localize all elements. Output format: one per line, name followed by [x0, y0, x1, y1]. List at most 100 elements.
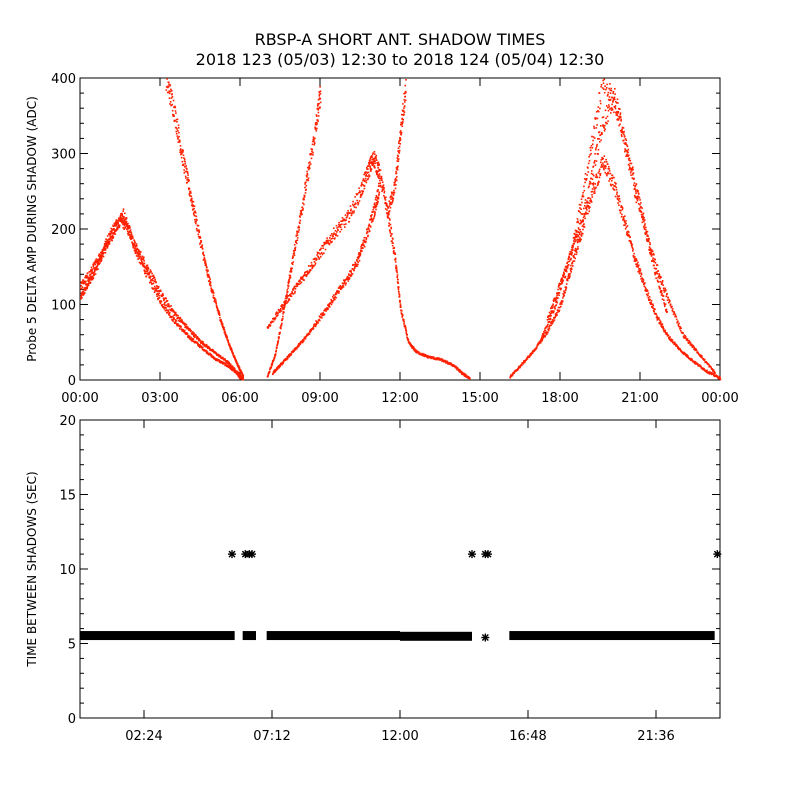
data-point: [204, 260, 207, 262]
data-point: [602, 164, 605, 166]
data-point: [303, 196, 306, 198]
data-point: [570, 254, 573, 256]
data-point: [588, 197, 590, 199]
data-point: [171, 316, 173, 319]
data-point: [354, 196, 356, 198]
data-point: [587, 186, 590, 189]
data-point: [349, 212, 351, 214]
data-point: [219, 361, 221, 364]
data-point: [377, 167, 379, 169]
data-point: [350, 208, 352, 211]
data-point: [678, 322, 680, 325]
data-point: [610, 87, 612, 90]
data-point: [399, 139, 402, 142]
data-point: [661, 282, 663, 285]
data-point: [291, 267, 293, 270]
data-point: [222, 356, 224, 359]
data-point: [296, 230, 298, 233]
data-point: [94, 262, 96, 264]
data-point: [427, 357, 429, 359]
data-point: [278, 337, 280, 340]
data-point: [302, 197, 305, 200]
data-point: [577, 221, 580, 224]
data-point: [658, 281, 660, 283]
data-point: [97, 254, 100, 257]
data-point: [341, 223, 343, 226]
data-point: [373, 160, 375, 163]
data-point: [665, 308, 668, 311]
data-point: [353, 267, 356, 269]
data-point: [178, 324, 180, 327]
data-point: [378, 185, 380, 187]
data-point: [370, 221, 373, 223]
data-point: [169, 103, 171, 105]
y-tick-label: 10: [59, 563, 76, 578]
data-point: [376, 196, 378, 198]
data-point: [392, 242, 394, 244]
data-point: [659, 320, 662, 323]
data-point: [551, 310, 554, 312]
data-point: [189, 335, 191, 338]
data-point: [379, 179, 381, 182]
data-point: [122, 226, 124, 229]
data-point: [577, 227, 580, 229]
data-point: [291, 263, 294, 266]
data-point: [293, 350, 295, 352]
data-point: [314, 323, 316, 325]
data-point: [717, 375, 719, 378]
data-point: [139, 250, 141, 253]
data-point: [271, 361, 274, 364]
data-point: [607, 106, 609, 109]
data-point: [192, 331, 194, 333]
data-point: [176, 128, 178, 130]
data-point: [375, 195, 378, 197]
data-point: [340, 220, 342, 222]
data-point: [170, 88, 172, 91]
data-point: [316, 121, 318, 124]
data-point: [415, 349, 418, 352]
data-point: [608, 168, 611, 170]
data-point: [403, 99, 406, 101]
data-point: [355, 203, 357, 205]
data-point: [552, 320, 555, 323]
data-point: [596, 117, 599, 120]
data-point: [351, 210, 354, 213]
data-point: [689, 341, 691, 343]
data-point: [179, 328, 181, 330]
data-point: [288, 355, 291, 358]
data-point: [391, 233, 393, 235]
data-point: [285, 300, 287, 302]
data-point: [540, 337, 543, 340]
data-point: [572, 255, 575, 257]
data-point: [619, 200, 621, 203]
data-point: [174, 110, 177, 112]
data-point: [679, 349, 682, 351]
data-point: [178, 135, 180, 138]
data-point: [339, 285, 342, 287]
data-point: [288, 279, 290, 282]
data-point: [132, 243, 135, 245]
data-point: [181, 319, 183, 321]
data-point: [647, 292, 650, 295]
data-point: [129, 226, 131, 228]
data-point: [240, 371, 243, 373]
data-point: [140, 258, 143, 261]
data-point: [635, 265, 638, 268]
data-point: [404, 95, 407, 98]
data-point: [562, 276, 565, 278]
data-point: [159, 289, 162, 292]
data-point: [412, 346, 415, 349]
data-point: [604, 109, 607, 112]
data-point: [629, 159, 632, 162]
data-point: [176, 121, 178, 123]
data-point: [220, 319, 222, 321]
data-point: [188, 187, 191, 190]
data-point: [566, 267, 569, 269]
data-point: [202, 341, 204, 343]
data-point: [637, 264, 640, 266]
data-point: [135, 249, 138, 252]
data-point: [301, 209, 304, 211]
data-point: [548, 328, 550, 331]
data-point: [118, 224, 121, 227]
data-point: [628, 159, 630, 161]
